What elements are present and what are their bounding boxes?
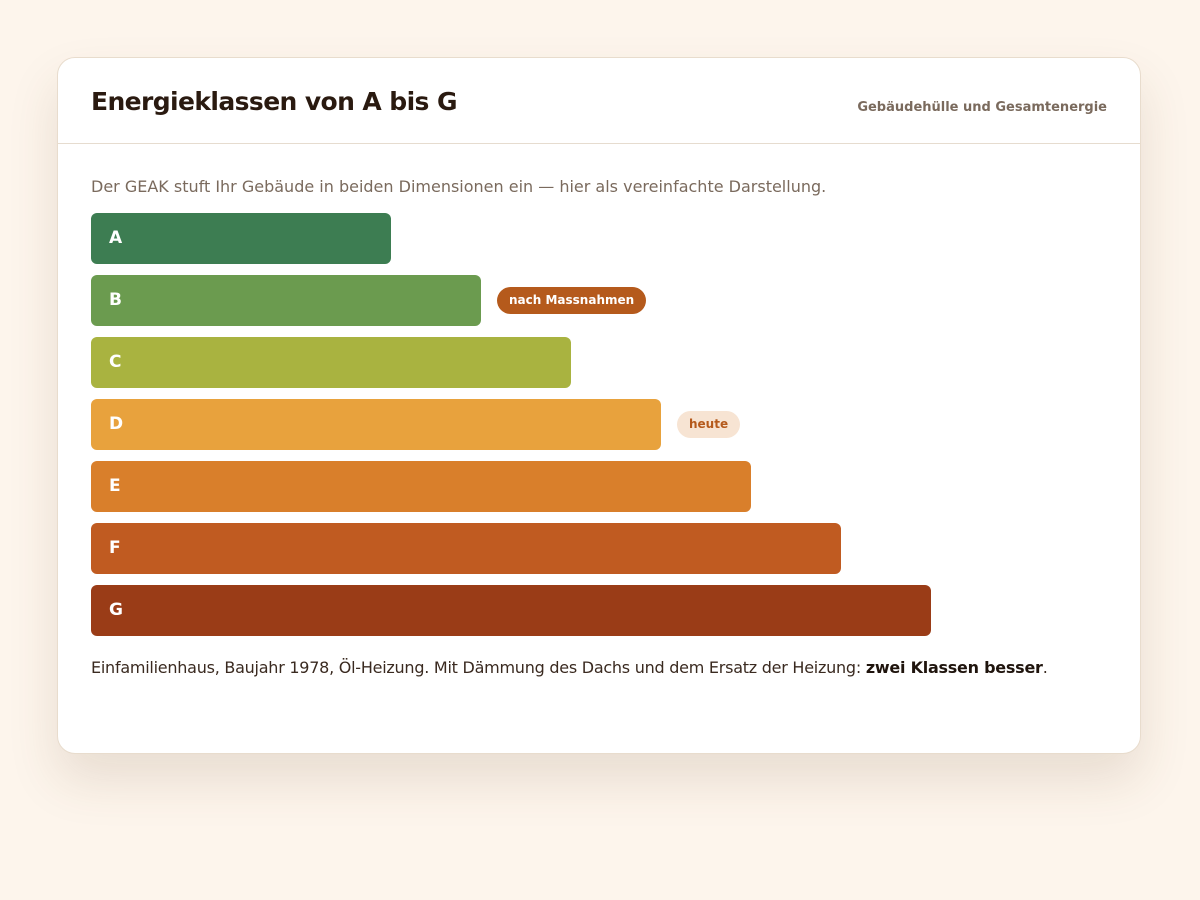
energy-class-bar-e: E bbox=[91, 461, 751, 512]
target-class-badge: nach Massnahmen bbox=[497, 287, 647, 314]
energy-class-row-f: F bbox=[91, 523, 1091, 574]
energy-class-label: B bbox=[109, 290, 122, 310]
energy-class-bar-d: D bbox=[91, 399, 661, 450]
current-class-badge: heute bbox=[677, 411, 741, 438]
intro-text: Der GEAK stuft Ihr Gebäude in beiden Dim… bbox=[91, 177, 827, 196]
energy-class-card: Energieklassen von A bis G Gebäudehülle … bbox=[57, 57, 1141, 754]
energy-class-bar-a: A bbox=[91, 213, 391, 264]
energy-class-label: G bbox=[109, 600, 123, 620]
energy-class-label: C bbox=[109, 352, 122, 372]
page-title: Energieklassen von A bis G bbox=[91, 87, 457, 116]
energy-class-bar-b: B bbox=[91, 275, 481, 326]
energy-class-bar-c: C bbox=[91, 337, 571, 388]
summary-main: Einfamilienhaus, Baujahr 1978, Öl-Heizun… bbox=[91, 658, 866, 677]
energy-class-bar-f: F bbox=[91, 523, 841, 574]
energy-class-bar-g: G bbox=[91, 585, 931, 636]
card-header: Energieklassen von A bis G Gebäudehülle … bbox=[58, 58, 1140, 144]
summary-emphasis: zwei Klassen besser bbox=[865, 658, 1043, 677]
energy-class-label: D bbox=[109, 414, 124, 434]
energy-class-label: E bbox=[109, 476, 121, 496]
energy-class-label: A bbox=[109, 228, 123, 248]
card-subtitle: Gebäudehülle und Gesamtenergie bbox=[857, 100, 1107, 115]
summary-text: Einfamilienhaus, Baujahr 1978, Öl-Heizun… bbox=[91, 658, 1048, 677]
energy-class-row-a: A bbox=[91, 213, 1091, 264]
summary-suffix: . bbox=[1042, 658, 1048, 677]
energy-class-row-c: C bbox=[91, 337, 1091, 388]
energy-class-label: F bbox=[109, 538, 121, 558]
energy-class-row-g: G bbox=[91, 585, 1091, 636]
energy-class-row-e: E bbox=[91, 461, 1091, 512]
